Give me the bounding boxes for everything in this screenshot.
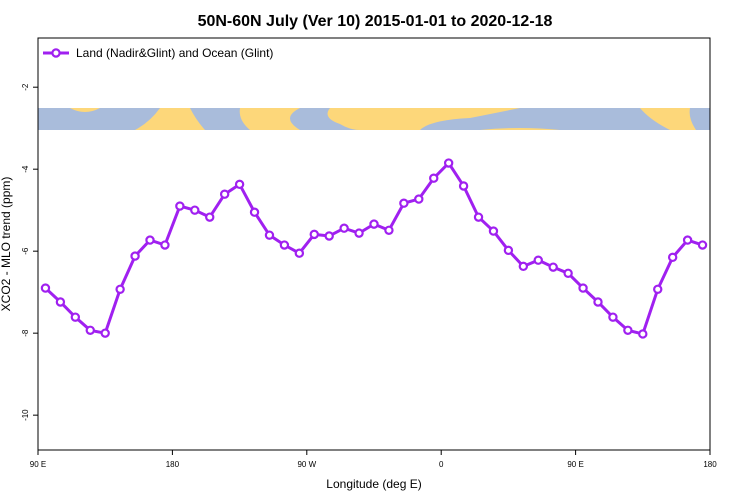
point [264, 230, 275, 240]
legend-marker [51, 48, 61, 58]
y-tick-label: -4 [21, 165, 30, 173]
point [234, 179, 245, 190]
point [429, 173, 439, 183]
point [623, 325, 633, 335]
y-tick-label: -6 [21, 247, 30, 255]
point [682, 235, 693, 245]
point [354, 228, 364, 238]
x-tick-label: 0 [439, 460, 444, 469]
point [399, 198, 409, 208]
chart-title: 50N-60N July (Ver 10) 2015-01-01 to 2020… [198, 13, 553, 30]
point [175, 201, 185, 211]
point [443, 158, 454, 168]
point [40, 283, 51, 293]
point [608, 312, 618, 322]
y-tick-label: -8 [21, 329, 30, 337]
point [70, 312, 81, 322]
point [638, 329, 648, 339]
plot-frame [37, 37, 711, 451]
point [667, 252, 678, 263]
point [130, 251, 140, 261]
point [414, 194, 424, 204]
x-tick-label: 90 E [30, 460, 46, 469]
point [100, 328, 110, 338]
point [294, 248, 305, 258]
x-tick-label: 90 W [297, 460, 316, 469]
point [190, 205, 200, 215]
legend-label: Land (Nadir&Glint) and Ocean (Glint) [76, 46, 273, 60]
point [548, 262, 558, 272]
point [488, 226, 499, 236]
point [309, 229, 319, 240]
y-tick-label: -10 [21, 409, 30, 421]
point [115, 284, 125, 294]
x-axis-label: Longitude (deg E) [326, 477, 421, 491]
point [219, 189, 230, 199]
point [697, 240, 708, 250]
point [518, 261, 529, 272]
point [533, 255, 543, 265]
point [145, 235, 155, 245]
map-strip [38, 108, 710, 130]
point [593, 297, 603, 307]
point [458, 181, 469, 191]
point [205, 212, 215, 222]
point [324, 231, 334, 241]
point [249, 207, 260, 217]
point [563, 268, 573, 279]
x-tick-label: 90 E [567, 460, 583, 469]
x-tick-label: 180 [703, 460, 717, 469]
point [279, 240, 290, 250]
y-axis-label: XCO2 - MLO trend (ppm) [0, 177, 13, 312]
point [384, 225, 394, 235]
y-tick-label: -2 [21, 83, 30, 91]
point [653, 284, 663, 294]
point [339, 223, 349, 233]
series-line [44, 160, 704, 336]
point [55, 297, 66, 307]
point [503, 245, 514, 256]
point [85, 325, 95, 335]
point [160, 240, 170, 250]
x-tick-label: 180 [166, 460, 180, 469]
point [473, 212, 484, 222]
point [578, 283, 588, 293]
point [369, 219, 379, 229]
